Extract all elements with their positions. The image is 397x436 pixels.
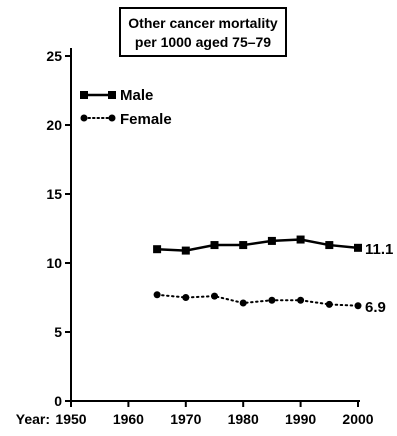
y-tick-label: 25 <box>46 48 62 64</box>
legend-male-marker <box>80 91 88 99</box>
legend-male-marker <box>108 91 116 99</box>
chart-title-line-1: Other cancer mortality <box>128 15 278 31</box>
data-point-male <box>325 241 334 250</box>
x-tick-label: 1960 <box>113 411 144 427</box>
legend-female-marker <box>108 114 116 122</box>
legend-item-female: Female <box>80 111 172 128</box>
legend: Male Female <box>80 87 172 128</box>
data-point-male <box>296 235 305 244</box>
data-point-female <box>268 296 276 304</box>
series-line-female <box>156 293 359 307</box>
series-line-male <box>157 238 359 252</box>
data-point-male <box>153 245 162 254</box>
x-tick-label: 1950 <box>55 411 86 427</box>
x-tick-label: 1970 <box>170 411 201 427</box>
y-tick-label: 5 <box>54 324 62 340</box>
data-point-female <box>239 299 247 307</box>
legend-female-marker <box>80 114 88 122</box>
chart-title-line-2: per 1000 aged 75–79 <box>135 34 271 50</box>
x-tick-label: 2000 <box>342 411 373 427</box>
data-point-male <box>354 243 362 252</box>
x-tick-label: 1980 <box>228 411 259 427</box>
data-point-male <box>181 246 190 255</box>
x-axis-prefix: Year: <box>16 411 50 427</box>
legend-male-label: Male <box>120 87 153 104</box>
data-point-female <box>354 302 362 310</box>
title-box <box>119 7 287 57</box>
legend-item-male: Male <box>80 87 153 104</box>
y-tick-label: 10 <box>46 255 62 271</box>
x-tick-label: 1990 <box>285 411 316 427</box>
data-point-female <box>297 296 305 304</box>
y-tick-label: 15 <box>46 186 62 202</box>
y-tick-label: 0 <box>54 393 62 409</box>
data-point-female <box>182 294 190 301</box>
series-layer: 11.1 6.9 <box>153 235 393 316</box>
y-tick-label: 20 <box>46 117 62 133</box>
y-axis: 0 5 10 15 20 25 <box>46 48 71 409</box>
end-label-female: 6.9 <box>365 299 386 316</box>
data-point-female <box>325 300 333 308</box>
data-point-female <box>211 292 218 300</box>
data-point-male <box>239 241 248 250</box>
x-axis: 1950 Year: 1960 1970 1980 1990 2000 <box>16 401 374 427</box>
data-point-female <box>153 291 161 299</box>
end-label-male: 11.1 <box>365 241 393 258</box>
data-point-male <box>210 241 219 250</box>
legend-female-label: Female <box>120 111 172 128</box>
data-point-male <box>267 236 276 245</box>
